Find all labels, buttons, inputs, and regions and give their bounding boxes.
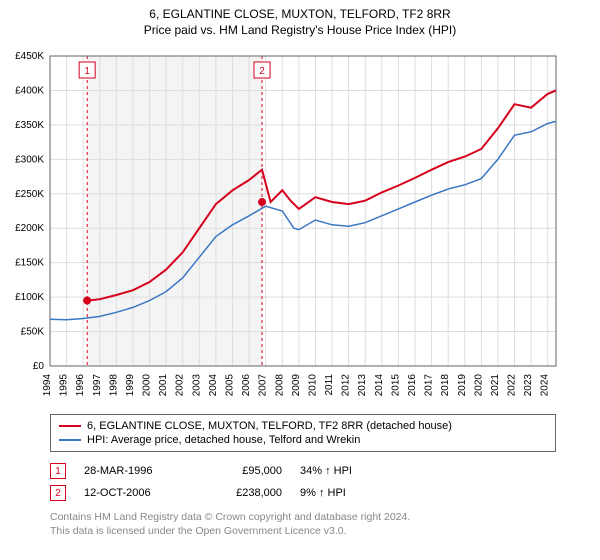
svg-text:1996: 1996 bbox=[75, 374, 86, 397]
svg-text:2024: 2024 bbox=[540, 374, 551, 397]
chart-svg: £0 £50K £100K £150K £200K £250K £300K £350K £400… bbox=[0, 44, 600, 404]
legend-swatch-hpi bbox=[59, 439, 81, 441]
footer: Contains HM Land Registry data © Crown c… bbox=[50, 510, 556, 538]
svg-text:£250K: £250K bbox=[15, 189, 44, 200]
svg-text:2006: 2006 bbox=[241, 374, 252, 397]
svg-text:2019: 2019 bbox=[457, 374, 468, 397]
svg-text:2013: 2013 bbox=[357, 374, 368, 397]
svg-text:2011: 2011 bbox=[324, 374, 335, 396]
svg-text:2014: 2014 bbox=[374, 374, 385, 397]
marker-badge-1: 1 bbox=[50, 463, 66, 479]
marker-row: 1 28-MAR-1996 £95,000 34% ↑ HPI bbox=[50, 460, 556, 482]
legend-item: 6, EGLANTINE CLOSE, MUXTON, TELFORD, TF2… bbox=[59, 419, 547, 433]
svg-text:2: 2 bbox=[259, 66, 265, 77]
legend: 6, EGLANTINE CLOSE, MUXTON, TELFORD, TF2… bbox=[50, 414, 556, 452]
legend-swatch-property bbox=[59, 425, 81, 427]
svg-text:2002: 2002 bbox=[175, 374, 186, 397]
marker-price: £238,000 bbox=[202, 487, 282, 499]
svg-text:1995: 1995 bbox=[59, 374, 70, 397]
marker-table: 1 28-MAR-1996 £95,000 34% ↑ HPI 2 12-OCT… bbox=[50, 460, 556, 504]
svg-text:£350K: £350K bbox=[15, 120, 44, 131]
chart-area: £0 £50K £100K £150K £200K £250K £300K £350K £400… bbox=[0, 44, 600, 404]
svg-text:2010: 2010 bbox=[307, 374, 318, 397]
marker-row: 2 12-OCT-2006 £238,000 9% ↑ HPI bbox=[50, 482, 556, 504]
footer-line2: This data is licensed under the Open Gov… bbox=[50, 524, 556, 538]
svg-text:2021: 2021 bbox=[490, 374, 501, 397]
svg-text:2009: 2009 bbox=[291, 374, 302, 397]
svg-text:2023: 2023 bbox=[523, 374, 534, 397]
svg-text:2004: 2004 bbox=[208, 374, 219, 397]
svg-text:£50K: £50K bbox=[21, 327, 45, 338]
svg-text:2005: 2005 bbox=[224, 374, 235, 397]
svg-text:£0: £0 bbox=[33, 361, 45, 372]
marker-date: 28-MAR-1996 bbox=[84, 465, 184, 477]
svg-text:1: 1 bbox=[84, 66, 90, 77]
svg-text:2003: 2003 bbox=[191, 374, 202, 397]
svg-text:£150K: £150K bbox=[15, 258, 44, 269]
legend-label: 6, EGLANTINE CLOSE, MUXTON, TELFORD, TF2… bbox=[87, 420, 452, 432]
svg-text:£100K: £100K bbox=[15, 292, 44, 303]
svg-text:2020: 2020 bbox=[473, 374, 484, 397]
svg-text:£200K: £200K bbox=[15, 223, 44, 234]
svg-text:1997: 1997 bbox=[92, 374, 103, 397]
svg-text:2018: 2018 bbox=[440, 374, 451, 397]
svg-text:1998: 1998 bbox=[108, 374, 119, 397]
svg-text:2007: 2007 bbox=[258, 374, 269, 397]
svg-text:2016: 2016 bbox=[407, 374, 418, 397]
legend-label: HPI: Average price, detached house, Telf… bbox=[87, 434, 360, 446]
legend-item: HPI: Average price, detached house, Telf… bbox=[59, 433, 547, 447]
svg-text:2001: 2001 bbox=[158, 374, 169, 397]
chart-container: 6, EGLANTINE CLOSE, MUXTON, TELFORD, TF2… bbox=[0, 0, 600, 560]
svg-text:£450K: £450K bbox=[15, 51, 44, 62]
svg-text:£300K: £300K bbox=[15, 154, 44, 165]
marker-badge-2: 2 bbox=[50, 485, 66, 501]
footer-line1: Contains HM Land Registry data © Crown c… bbox=[50, 510, 556, 524]
chart-title-line2: Price paid vs. HM Land Registry's House … bbox=[0, 23, 600, 41]
svg-text:2015: 2015 bbox=[390, 374, 401, 397]
marker-date: 12-OCT-2006 bbox=[84, 487, 184, 499]
svg-text:2012: 2012 bbox=[341, 374, 352, 397]
svg-text:1999: 1999 bbox=[125, 374, 136, 397]
marker-hpi: 34% ↑ HPI bbox=[300, 465, 380, 477]
chart-title-line1: 6, EGLANTINE CLOSE, MUXTON, TELFORD, TF2… bbox=[0, 0, 600, 23]
marker-price: £95,000 bbox=[202, 465, 282, 477]
svg-text:1994: 1994 bbox=[42, 374, 53, 397]
svg-text:£400K: £400K bbox=[15, 85, 44, 96]
svg-text:2008: 2008 bbox=[274, 374, 285, 397]
svg-text:2000: 2000 bbox=[142, 374, 153, 397]
marker-hpi: 9% ↑ HPI bbox=[300, 487, 380, 499]
svg-text:2022: 2022 bbox=[507, 374, 518, 397]
svg-text:2017: 2017 bbox=[424, 374, 435, 397]
